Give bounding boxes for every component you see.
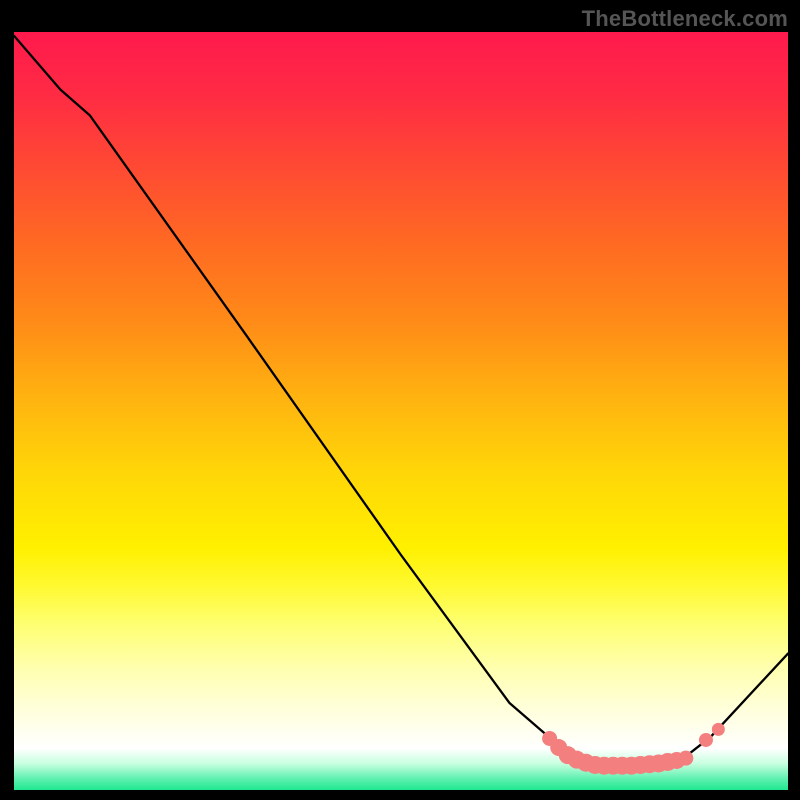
plot-area bbox=[14, 32, 788, 790]
chart-stage: TheBottleneck.com bbox=[0, 0, 800, 800]
marker-dot bbox=[699, 733, 713, 747]
marker-dot bbox=[712, 723, 725, 736]
watermark-text: TheBottleneck.com bbox=[582, 6, 788, 32]
gradient-background bbox=[14, 32, 788, 790]
chart-svg bbox=[14, 32, 788, 790]
marker-dot bbox=[678, 751, 693, 766]
